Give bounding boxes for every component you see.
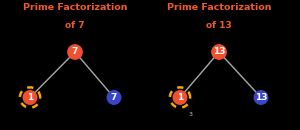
Circle shape xyxy=(254,91,268,104)
Text: of 7: of 7 xyxy=(65,21,85,30)
Circle shape xyxy=(173,91,187,104)
Circle shape xyxy=(23,91,37,104)
Text: 7: 7 xyxy=(72,47,78,57)
Text: of 13: of 13 xyxy=(206,21,232,30)
Text: 7: 7 xyxy=(111,93,117,102)
Text: 13: 13 xyxy=(255,93,267,102)
Text: Prime Factorization: Prime Factorization xyxy=(23,3,127,12)
Text: 1: 1 xyxy=(177,93,183,102)
Circle shape xyxy=(68,45,82,59)
Text: 3: 3 xyxy=(188,112,193,117)
Circle shape xyxy=(212,45,226,59)
Text: 1: 1 xyxy=(27,93,33,102)
Text: Prime Factorization: Prime Factorization xyxy=(167,3,271,12)
Text: 13: 13 xyxy=(213,47,225,57)
Circle shape xyxy=(107,91,121,104)
